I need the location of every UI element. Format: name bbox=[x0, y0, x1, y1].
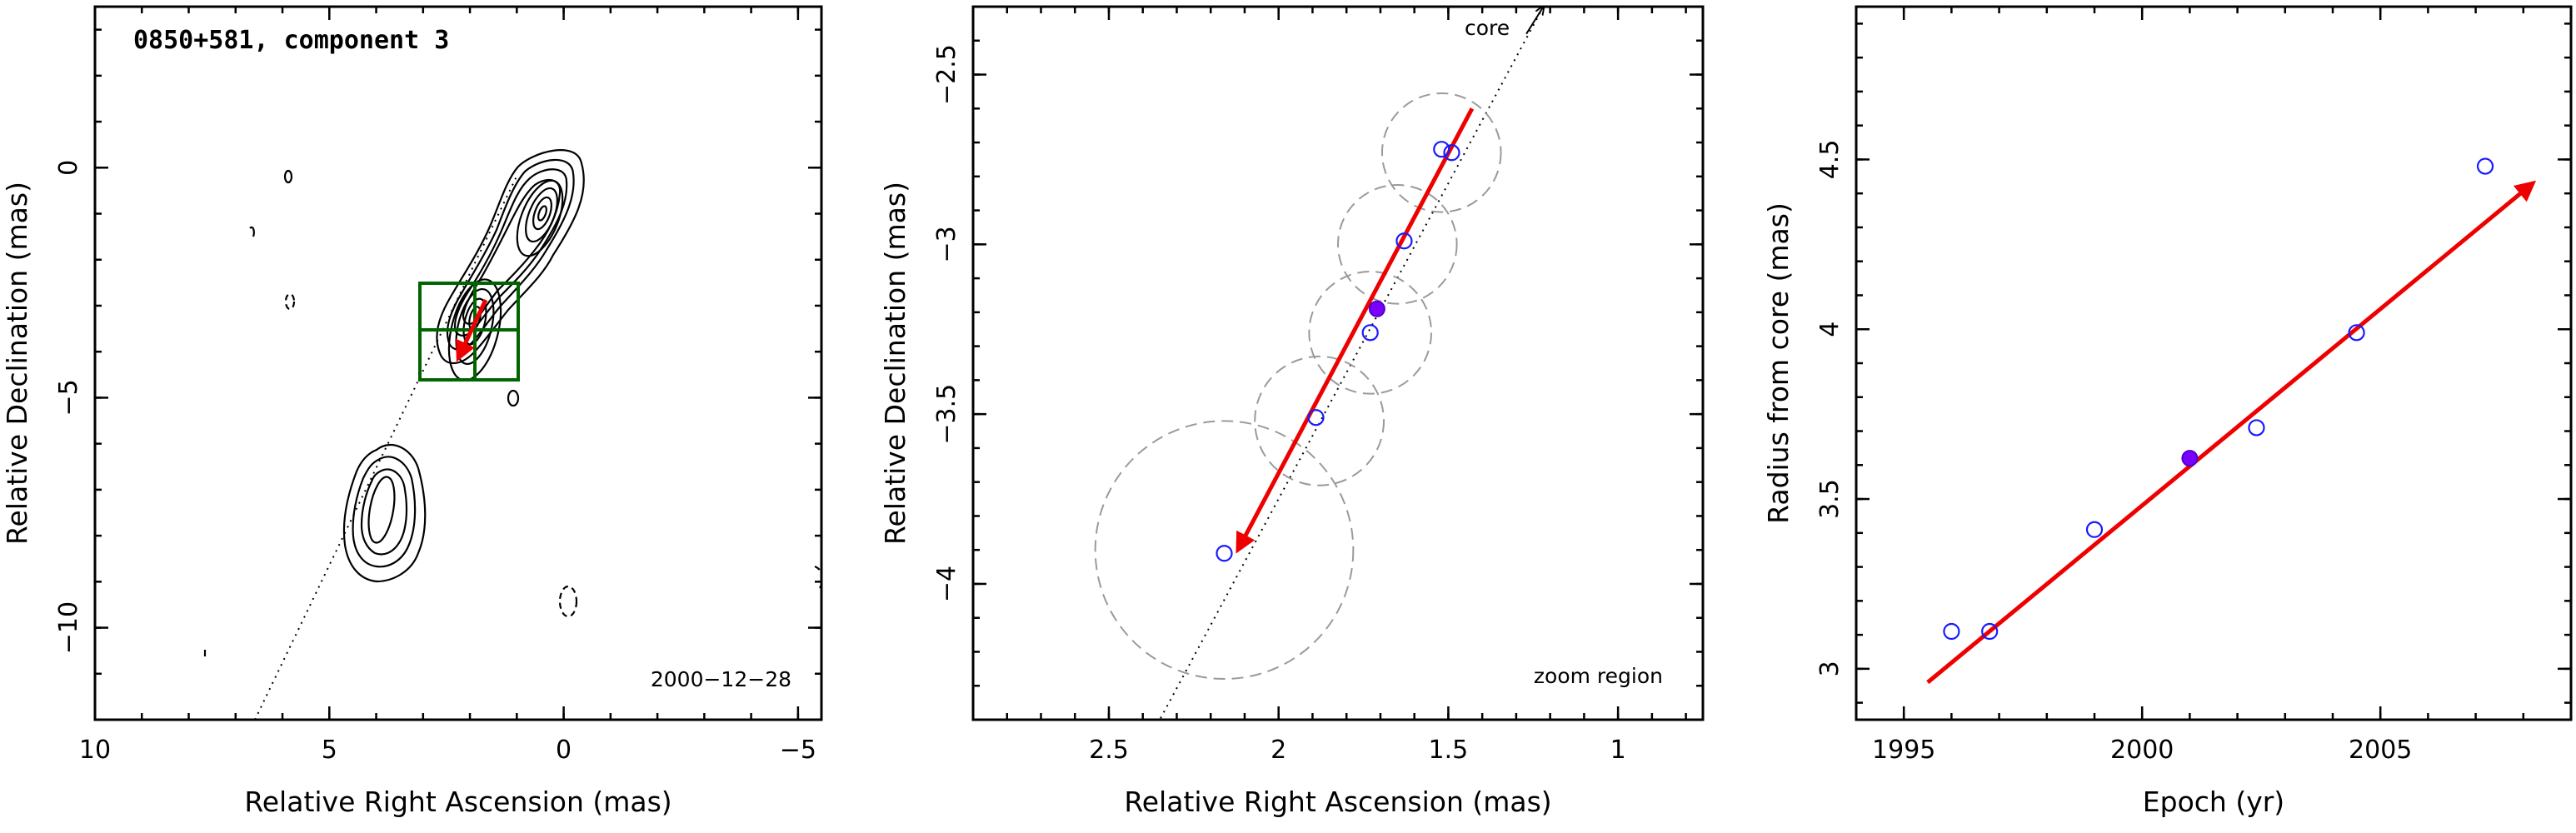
y-tick-label: −2.5 bbox=[932, 44, 961, 105]
contour-core-1 bbox=[436, 149, 585, 365]
panel-contour-map: 10 5 0 −5 0 −5 −10 Relative Right Ascension (ma… bbox=[1, 5, 823, 818]
contour-core-2 bbox=[446, 158, 575, 351]
data-point bbox=[1981, 622, 1999, 641]
x-axis-label: Relative Right Ascension (mas) bbox=[244, 786, 671, 818]
y-axis-label: Radius from core (mas) bbox=[1762, 202, 1795, 524]
y-axis-label: Relative Declination (mas) bbox=[1, 182, 33, 545]
core-direction-arrow bbox=[1525, 7, 1543, 35]
error-circle bbox=[1254, 355, 1385, 486]
data-point bbox=[1943, 622, 1960, 641]
radius-fit-arrow bbox=[1926, 180, 2537, 685]
contour-set-lower-jet bbox=[342, 444, 427, 583]
y-tick-label: 3 bbox=[1815, 661, 1845, 676]
panel-1-date: 2000−12−28 bbox=[651, 667, 791, 691]
panel-3-axes: 1995 2000 2005 3 3.5 4 4.5 Epoch (yr) Radius fro… bbox=[1762, 5, 2573, 818]
y-tick-label: 4.5 bbox=[1815, 140, 1845, 180]
filled-data-point bbox=[2181, 450, 2199, 467]
jet-track-line bbox=[254, 176, 517, 720]
data-point bbox=[1307, 409, 1325, 426]
motion-fit-arrow bbox=[1236, 107, 1475, 554]
plot-frame bbox=[93, 5, 823, 721]
x-tick-label: 2005 bbox=[2349, 736, 2412, 765]
x-tick-label: 2.5 bbox=[1089, 736, 1129, 765]
data-point bbox=[2348, 324, 2365, 342]
contour-iso-2 bbox=[249, 226, 255, 237]
x-axis-label: Epoch (yr) bbox=[2143, 786, 2284, 818]
x-tick-label: 1.5 bbox=[1429, 736, 1469, 765]
x-tick-label: −5 bbox=[780, 736, 816, 765]
x-tick-label: 1995 bbox=[1872, 736, 1935, 765]
y-tick-label: 4 bbox=[1815, 322, 1845, 337]
contour-core-5 bbox=[516, 179, 564, 257]
error-circle bbox=[1380, 92, 1502, 213]
error-circle bbox=[1337, 184, 1458, 305]
data-point bbox=[2085, 521, 2104, 538]
panel-zoom: 2.5 2 1.5 1 −2.5 −3 −3.5 −4 Relative Right Ascen… bbox=[879, 5, 1705, 818]
x-tick-label: 1 bbox=[1610, 736, 1626, 765]
panel-1-title: 0850+581, component 3 bbox=[133, 26, 449, 55]
data-point bbox=[1433, 141, 1450, 158]
contour-neg-2 bbox=[558, 585, 578, 618]
track-line-zoom bbox=[1159, 7, 1545, 720]
error-circle bbox=[1094, 420, 1355, 681]
y-tick-label: 0 bbox=[54, 160, 83, 176]
x-axis-label: Relative Right Ascension (mas) bbox=[1124, 786, 1551, 818]
contour-iso-1 bbox=[283, 169, 293, 184]
filled-data-point bbox=[1368, 300, 1385, 317]
y-tick-label: −10 bbox=[54, 601, 83, 654]
y-tick-label: −3 bbox=[932, 226, 961, 262]
contour-neg-1 bbox=[284, 292, 296, 311]
y-tick-label: −5 bbox=[54, 379, 83, 416]
plot-frame bbox=[971, 5, 1705, 721]
zoom-region-label: zoom region bbox=[1534, 664, 1663, 688]
data-point bbox=[2476, 157, 2494, 175]
zoom-box bbox=[418, 282, 520, 382]
data-point bbox=[2248, 419, 2265, 436]
contour-lower-3 bbox=[360, 468, 408, 556]
x-tick-label: 2000 bbox=[2110, 736, 2174, 765]
y-tick-label: 3.5 bbox=[1815, 479, 1845, 519]
core-label: core bbox=[1465, 16, 1510, 40]
contour-iso-3 bbox=[507, 389, 520, 407]
x-tick-label: 10 bbox=[79, 736, 111, 765]
plot-frame bbox=[1855, 5, 2573, 721]
data-point bbox=[1361, 324, 1379, 342]
radius-points bbox=[1943, 157, 2494, 641]
data-point bbox=[1395, 232, 1413, 250]
contour-set-isolated bbox=[203, 169, 821, 656]
contour-lower-4 bbox=[367, 476, 396, 544]
y-tick-label: −4 bbox=[932, 566, 961, 602]
x-tick-label: 2 bbox=[1271, 736, 1286, 765]
contour-core-8 bbox=[537, 205, 547, 222]
contour-lower-2 bbox=[352, 456, 417, 568]
panel-radius-epoch: 1995 2000 2005 3 3.5 4 4.5 Epoch (yr) Radius fro… bbox=[1762, 5, 2573, 818]
panel-1-axes: 10 5 0 −5 0 −5 −10 Relative Right Ascension (ma… bbox=[1, 5, 823, 818]
data-point bbox=[1443, 144, 1460, 162]
position-points bbox=[1216, 141, 1460, 562]
y-tick-label: −3.5 bbox=[932, 384, 961, 445]
panel-2-axes: 2.5 2 1.5 1 −2.5 −3 −3.5 −4 Relative Right Ascen… bbox=[879, 5, 1705, 818]
contour-lower-1 bbox=[342, 444, 427, 583]
error-circle bbox=[1308, 270, 1433, 395]
data-point bbox=[1216, 545, 1233, 562]
contour-core-7 bbox=[532, 196, 552, 231]
x-tick-label: 5 bbox=[322, 736, 337, 765]
y-axis-label: Relative Declination (mas) bbox=[879, 182, 911, 545]
motion-arrow-map bbox=[456, 298, 488, 362]
error-circles bbox=[1094, 92, 1502, 681]
x-tick-label: 0 bbox=[556, 736, 572, 765]
contour-core-6 bbox=[525, 187, 558, 243]
